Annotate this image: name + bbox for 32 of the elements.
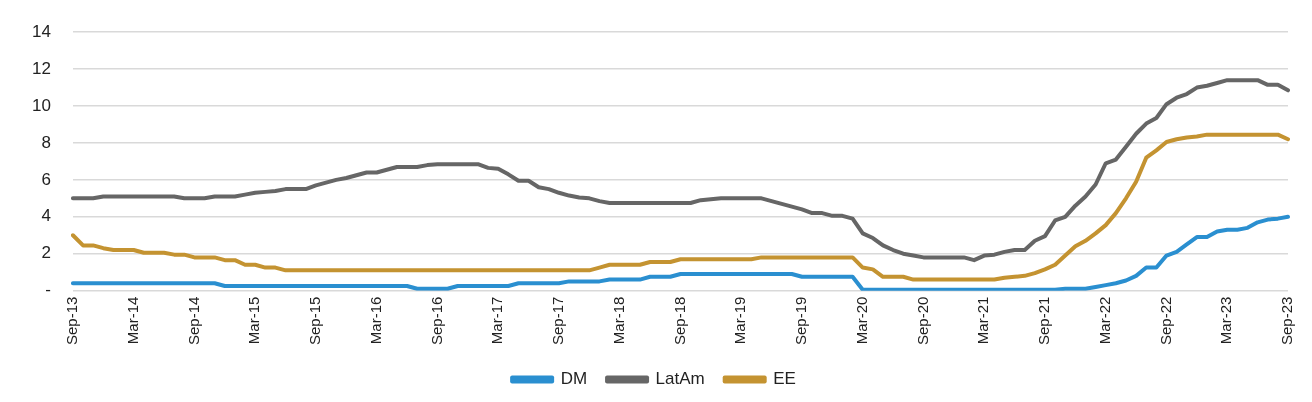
x-tick-label: Sep-21 — [1035, 296, 1053, 346]
y-tick-label: - — [45, 280, 51, 300]
x-tick-label: Mar-17 — [488, 296, 506, 345]
y-tick-label: 2 — [41, 243, 51, 263]
x-tick-label: Mar-22 — [1095, 296, 1113, 345]
legend-label: EE — [773, 369, 796, 389]
y-tick-label: 12 — [31, 58, 51, 78]
x-tick-label: Sep-13 — [63, 296, 81, 346]
legend-label: DM — [560, 369, 588, 389]
x-tick-label: Sep-22 — [1156, 296, 1174, 346]
x-tick-label: Sep-23 — [1278, 296, 1296, 346]
x-tick-label: Sep-20 — [913, 296, 931, 346]
x-tick-label: Mar-15 — [245, 296, 263, 345]
legend-label: LatAm — [655, 369, 705, 389]
x-tick-label: Sep-17 — [549, 296, 567, 346]
y-tick-label: 6 — [41, 169, 51, 189]
x-tick-label: Mar-21 — [974, 296, 992, 345]
y-tick-label: 8 — [41, 132, 51, 152]
x-tick-label: Sep-18 — [670, 296, 688, 346]
x-tick-label: Mar-16 — [366, 296, 384, 345]
x-tick-label: Sep-19 — [792, 296, 810, 346]
x-tick-label: Mar-19 — [731, 296, 749, 345]
y-tick-label: 10 — [31, 95, 51, 115]
x-tick-label: Mar-20 — [852, 296, 870, 345]
x-tick-label: Mar-14 — [123, 296, 141, 345]
x-tick-label: Mar-18 — [609, 296, 627, 345]
x-tick-label: Sep-15 — [306, 296, 324, 346]
x-tick-label: Mar-23 — [1217, 296, 1235, 345]
y-tick-label: 4 — [41, 206, 51, 226]
x-tick-label: Sep-16 — [427, 296, 445, 346]
x-tick-label: Sep-14 — [184, 296, 202, 346]
y-tick-label: 14 — [31, 21, 51, 41]
